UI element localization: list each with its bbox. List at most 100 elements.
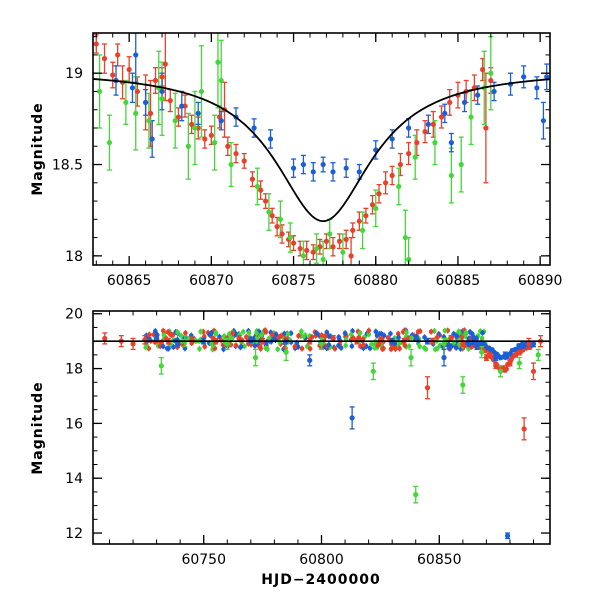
bottom-y-tick-label: 18 [65,362,83,378]
band-point [209,330,214,336]
top-red-point [249,176,256,182]
top-red-point [279,231,285,237]
top-blue-point [343,165,349,171]
band-point [379,331,384,337]
top-red-point [126,66,132,73]
top-y-tick-label: 18.5 [52,158,83,174]
band-point [183,330,188,336]
bottom-blue-point [307,357,313,363]
band-point [332,346,338,352]
bottom-green-point [283,349,289,355]
top-blue-point [461,99,468,106]
bottom-blue-point [474,344,480,350]
bottom-green-point [408,355,414,361]
band-point [366,328,372,333]
band-point [336,343,341,348]
band-point [273,331,279,337]
bottom-green-point [516,360,522,366]
band-point [161,332,167,338]
bottom-x-axis-label: HJD−2400000 [261,572,380,588]
bottom-green-point [158,363,164,369]
top-blue-point [389,136,395,142]
band-point [463,330,469,336]
band-point [143,345,148,350]
top-red-point [297,245,303,252]
top-blue-point [251,125,257,131]
top-x-tick-label: 60880 [353,273,398,289]
top-panel: 60865 60870 60875 60880 60885 60890 18 18.5 19 M… [30,32,562,289]
band-point [404,330,409,335]
top-green-point [106,140,113,146]
bottom-red-point [330,335,336,342]
top-red-point [152,77,159,84]
band-point [417,328,423,334]
band-point [446,345,452,351]
top-green-point [266,209,272,215]
top-red-point [93,41,99,47]
band-point [451,331,457,337]
band-point [257,344,263,349]
top-red-point [389,172,395,179]
top-red-point [414,140,420,146]
band-point [278,333,284,338]
band-point [285,331,291,337]
band-point [434,334,440,340]
band-point [385,335,391,340]
top-blue-point [143,99,149,106]
top-red-point [310,249,316,255]
top-red-point [422,129,428,135]
top-red-point [438,114,445,120]
top-red-point [356,218,362,224]
bottom-green-point [370,368,376,374]
top-x-tick-label: 60870 [189,273,234,289]
band-point [254,330,259,336]
band-point [307,346,313,351]
top-blue-point [149,136,155,142]
band-point [392,344,397,350]
band-point [221,346,226,352]
top-green-point [287,234,293,241]
band-point [197,346,202,352]
top-green-point [488,70,494,76]
bottom-green-point [318,341,325,347]
top-green-point [212,140,218,146]
top-green-point [215,59,221,65]
band-point [175,329,180,335]
bottom-red-point [521,426,527,432]
band-point [456,329,461,334]
top-green-point [198,88,205,95]
top-green-point [123,99,129,106]
top-red-point [350,227,356,233]
bottom-dense-band [143,327,535,373]
band-point [414,334,419,339]
top-blue-point [544,74,550,80]
top-green-point [96,88,103,95]
band-point [262,327,268,333]
bottom-axis-ticks: 60750 60800 60850 12 14 16 18 20 [65,307,550,568]
top-red-point [383,180,389,186]
bottom-blue-point [493,355,499,361]
band-point [259,332,264,338]
top-blue-point [300,161,307,168]
band-point [254,335,260,340]
band-point [267,335,272,341]
band-point [238,344,244,349]
top-red-point [488,77,494,84]
top-green-point [192,125,198,131]
band-point [453,345,459,351]
top-green-point [327,231,333,237]
top-green-point [313,245,320,252]
band-point [319,333,324,338]
bottom-green-point [535,352,541,358]
top-red-point [258,187,264,193]
band-point [301,334,306,339]
top-red-point [233,150,239,157]
top-plot-frame [92,32,551,266]
top-green-point [320,256,326,263]
top-green-point [432,140,438,146]
bottom-green-point [224,341,230,347]
top-green-point [468,114,474,120]
band-point [263,342,269,347]
band-point [296,333,301,339]
